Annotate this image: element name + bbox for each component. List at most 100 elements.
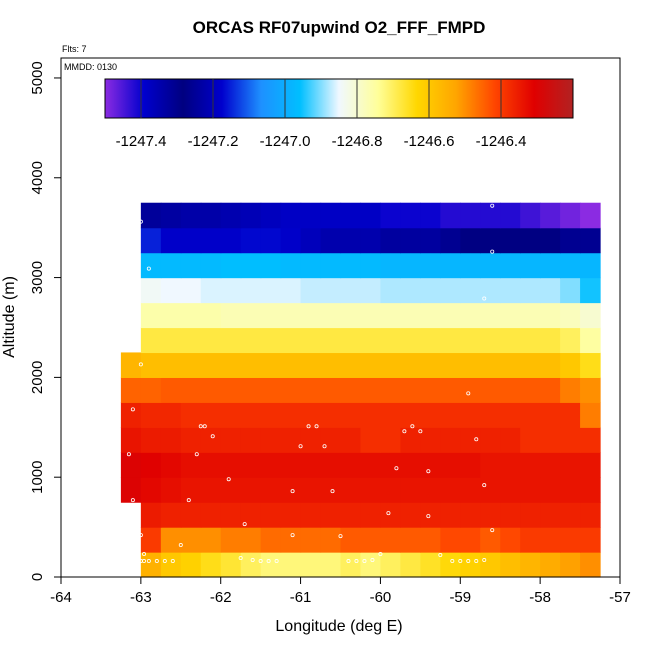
y-axis-label: Altitude (m) (1, 276, 18, 358)
heatmap-cell (460, 377, 481, 403)
heatmap-cell (240, 502, 262, 528)
heatmap-cell (380, 277, 401, 304)
sample-point (338, 534, 343, 539)
heatmap-cell (320, 377, 342, 403)
heatmap-cell (380, 202, 401, 229)
heatmap-cell (220, 452, 242, 478)
heatmap-cell (140, 552, 162, 578)
sample-point (426, 469, 431, 474)
heatmap-cell (280, 327, 302, 354)
heatmap-cell (580, 502, 601, 528)
heatmap-cell (480, 452, 501, 478)
heatmap-cell (400, 477, 421, 503)
heatmap-cell (560, 302, 581, 329)
heatmap-cell (280, 202, 302, 229)
heatmap-cell (540, 327, 561, 354)
heatmap-cell (500, 202, 521, 229)
sample-point (138, 362, 143, 367)
heatmap-cell (220, 427, 242, 453)
heatmap-cell (320, 227, 342, 254)
heatmap-cell (240, 327, 262, 354)
heatmap-cell (240, 527, 262, 553)
heatmap-cell (540, 377, 561, 403)
heatmap-cell (240, 377, 262, 403)
heatmap-cell (280, 402, 302, 428)
heatmap-cell (260, 452, 282, 478)
heatmap-cell (320, 327, 342, 354)
heatmap-cell (320, 202, 342, 229)
sample-point (238, 556, 243, 561)
heatmap-cell (400, 227, 421, 254)
sample-point (146, 266, 151, 271)
heatmap-cell (580, 427, 601, 453)
heatmap-cell (440, 327, 461, 354)
heatmap-cell (200, 527, 222, 553)
heatmap-cell (420, 527, 441, 553)
heatmap-cell (480, 552, 501, 578)
heatmap-cell (300, 327, 322, 354)
heatmap-cell (180, 477, 202, 503)
heatmap-cell (400, 377, 421, 403)
heatmap-cell (180, 502, 202, 528)
colorbar-tick-label: -1246.6 (404, 133, 455, 150)
heatmap-cell (280, 427, 302, 453)
heatmap-cell (280, 477, 302, 503)
heatmap-cell (500, 402, 521, 428)
heatmap-cell (160, 377, 182, 403)
heatmap-cell (480, 227, 501, 254)
heatmap-cell (220, 327, 242, 354)
heatmap-cell (260, 302, 282, 329)
heatmap-cell (440, 402, 461, 428)
heatmap-cell (320, 302, 342, 329)
heatmap-cell (340, 202, 362, 229)
heatmap-cell (240, 352, 262, 378)
heatmap-cell (400, 352, 421, 378)
heatmap-cell (500, 452, 521, 478)
sample-point (290, 489, 295, 494)
heatmap-cell (180, 277, 202, 304)
heatmap-cell (480, 402, 501, 428)
heatmap-cell (560, 352, 581, 378)
sample-point (194, 452, 199, 457)
heatmap-cell (540, 277, 561, 304)
heatmap-cell (260, 377, 282, 403)
sample-point (306, 424, 311, 429)
heatmap-cell (200, 302, 222, 329)
heatmap-cell (120, 477, 142, 503)
colorbar-tick-label: -1246.8 (332, 133, 383, 150)
heatmap-cell (520, 252, 541, 279)
heatmap-cell (340, 402, 362, 428)
heatmap-cell (440, 527, 461, 553)
heatmap-cell (240, 552, 262, 578)
heatmap-cell (300, 477, 322, 503)
sample-point (322, 444, 327, 449)
heatmap-cell (520, 227, 541, 254)
heatmap-cell (380, 352, 401, 378)
heatmap-cell (200, 427, 222, 453)
sample-point (426, 514, 431, 519)
heatmap-cell (220, 352, 242, 378)
heatmap-cell (360, 477, 382, 503)
heatmap-cell (440, 252, 461, 279)
heatmap-cell (540, 427, 561, 453)
heatmap-cell (340, 327, 362, 354)
x-axis-label: Longitude (deg E) (275, 618, 402, 635)
heatmap-cell (200, 377, 222, 403)
heatmap-cell (400, 427, 421, 453)
heatmap-cell (460, 427, 481, 453)
heatmap-cell (360, 427, 382, 453)
heatmap-cell (320, 452, 342, 478)
heatmap-cell (160, 302, 182, 329)
heatmap-cell (140, 252, 162, 279)
heatmap-cell (480, 327, 501, 354)
heatmap-cell (480, 352, 501, 378)
heatmap-cell (240, 477, 262, 503)
heatmap-cell (180, 377, 202, 403)
heatmap-cell (300, 252, 322, 279)
heatmap-cell (400, 327, 421, 354)
heatmap-cell (500, 427, 521, 453)
colorbar: -1247.4 -1247.2 -1247.0 -1246.8 -1246.6 -1246… (104, 78, 574, 150)
heatmap-cell (320, 552, 342, 578)
heatmap-cell (120, 402, 142, 428)
heatmap-cell (440, 202, 461, 229)
